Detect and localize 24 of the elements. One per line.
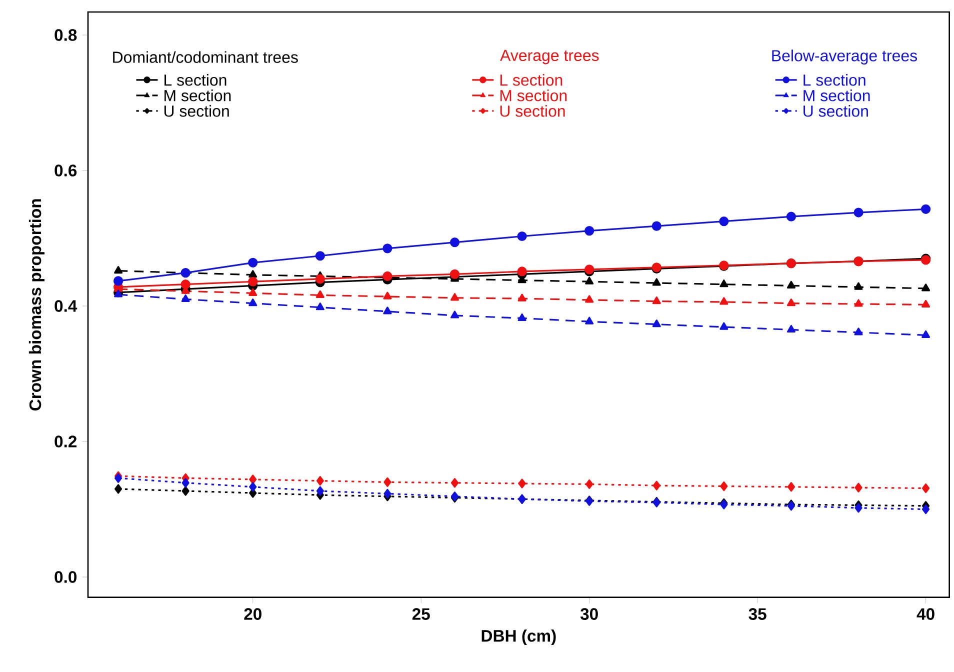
y-tick-label: 0.8 <box>54 29 77 41</box>
legend-label: L section <box>500 74 562 86</box>
y-axis-title: Crown biomass proportion <box>28 199 44 410</box>
y-tick-label: 0.2 <box>54 436 77 448</box>
annotation: Below-average trees <box>772 50 918 65</box>
legend-label: L section <box>804 74 866 86</box>
legend-label: U section <box>500 105 565 117</box>
x-axis-title: DBH (cm) <box>482 630 556 646</box>
legend-label: U section <box>804 105 868 117</box>
annotation: Domiant/codominant trees <box>113 51 298 63</box>
x-tick-label: 30 <box>580 608 598 620</box>
legend-label: M section <box>500 90 567 102</box>
x-tick-label: 40 <box>916 608 934 620</box>
y-tick-label: 0.0 <box>54 571 77 583</box>
x-tick-label: 25 <box>412 608 430 620</box>
x-tick-label: 35 <box>748 608 766 620</box>
x-tick-label: 20 <box>244 608 262 620</box>
y-tick-label: 0.4 <box>54 300 78 312</box>
annotation: Average trees <box>500 50 599 64</box>
legend-label: M section <box>804 90 870 102</box>
y-tick-label: 0.6 <box>54 164 77 176</box>
legend-label: M section <box>164 90 231 102</box>
legend-label: L section <box>164 74 226 86</box>
legend-label: U section <box>164 105 229 117</box>
